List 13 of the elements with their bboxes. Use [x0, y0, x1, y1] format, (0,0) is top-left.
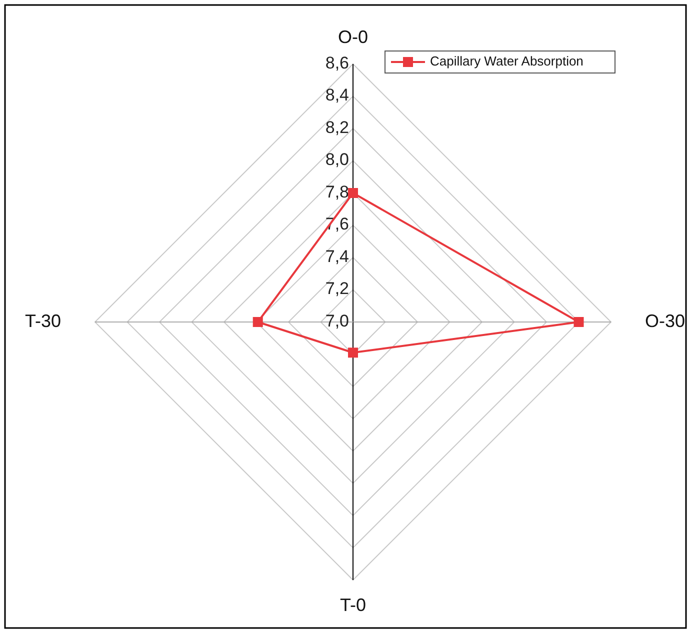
y-tick-label: 8,6	[325, 53, 349, 72]
y-tick-label: 7,8	[325, 182, 349, 202]
y-tick-label: 8,2	[325, 118, 349, 137]
spoke-label: O-0	[338, 26, 368, 47]
y-tick-label: 7,2	[325, 279, 349, 298]
legend-label: Capillary Water Absorption	[430, 53, 584, 68]
spoke-label: T-0	[340, 594, 366, 615]
y-tick-label: 8,0	[325, 150, 349, 170]
spoke-label: T-30	[24, 310, 61, 331]
spoke-label: O-30	[645, 310, 686, 331]
y-tick-label: 8,4	[325, 86, 349, 105]
y-tick-label: 7,0	[325, 311, 349, 330]
y-tick-label: 7,4	[325, 246, 349, 266]
